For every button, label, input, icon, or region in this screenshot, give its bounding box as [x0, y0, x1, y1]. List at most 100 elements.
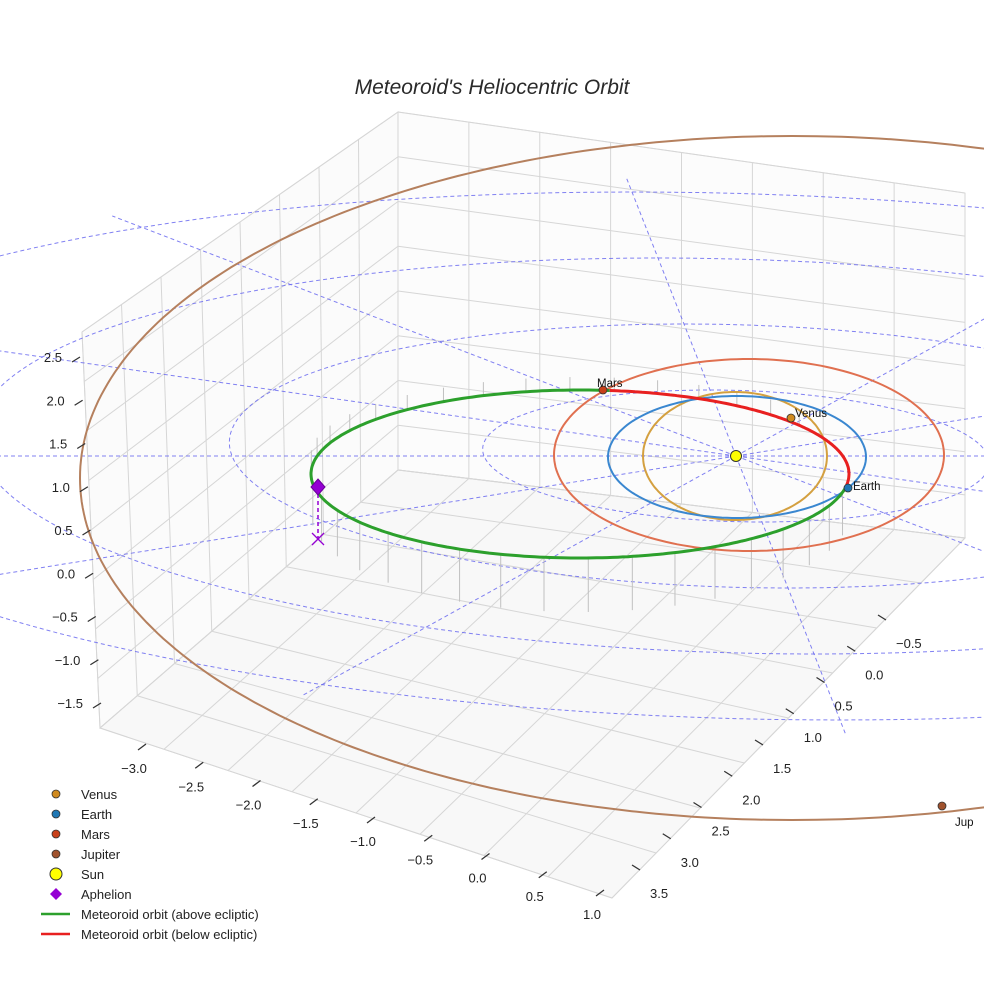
legend-label: Mars: [81, 827, 110, 842]
axis-ticks: 2.5 2.0 1.5 1.0 0.5 0.0 −0.5 −1.0 −1.5 −3.0 −2.5 −2…: [44, 350, 922, 922]
legend-label: Meteoroid orbit (above ecliptic): [81, 907, 259, 922]
y-tick-label: 3.0: [681, 855, 699, 870]
y-tick: [816, 676, 825, 684]
ecliptic-spoke: [735, 455, 846, 734]
x-tick-label: 0.5: [526, 889, 544, 904]
gridline: [397, 469, 966, 539]
x-tick-label: −2.5: [178, 779, 204, 794]
sun-marker: [730, 450, 742, 462]
z-tick: [90, 659, 99, 666]
z-tick-label: −1.0: [55, 653, 81, 668]
z-tick-label: 0.0: [57, 566, 75, 581]
y-tick: [846, 645, 856, 652]
y-tick-label: 0.0: [865, 667, 883, 682]
z-tick: [76, 442, 86, 450]
legend-marker: [50, 888, 62, 900]
legend-marker: [51, 789, 61, 799]
ecliptic-spoke: [626, 178, 737, 457]
legend-marker: [51, 829, 61, 839]
planet-orbits: [78, 134, 984, 822]
z-tick: [84, 572, 94, 579]
legend-label: Sun: [81, 867, 104, 882]
gridline: [397, 245, 966, 323]
gridline: [397, 156, 966, 237]
meteoroid-orbit-below: [609, 389, 851, 489]
z-tick-label: 2.5: [44, 350, 62, 365]
planet-marker-mars: [598, 385, 608, 395]
z-tick: [74, 399, 83, 406]
ecliptic-spoke: [0, 350, 737, 457]
x-tick-label: 1.0: [583, 907, 601, 922]
z-tick: [79, 486, 89, 493]
z-tick: [87, 615, 97, 623]
meteoroid-orbit-above: [309, 388, 847, 560]
axis-gridlines: [81, 111, 966, 899]
legend-label: Earth: [81, 807, 112, 822]
gridline: [483, 520, 824, 856]
legend-marker: [49, 867, 63, 881]
x-tick: [137, 743, 147, 751]
x-tick-label: −1.5: [293, 816, 319, 831]
gridline: [397, 290, 966, 366]
legend-label: Jupiter: [81, 847, 121, 862]
z-tick-label: −0.5: [52, 610, 78, 625]
ecliptic-spoke: [735, 455, 984, 492]
y-tick: [754, 739, 764, 746]
y-tick: [693, 801, 702, 809]
y-tick: [877, 614, 887, 621]
ecliptic-spoke: [0, 455, 737, 575]
gridline: [323, 534, 877, 629]
ecliptic-ring: [482, 389, 984, 523]
ecliptic-spoke: [112, 215, 737, 457]
z-tick-label: −1.5: [57, 696, 83, 711]
planet-marker-earth: [843, 483, 853, 493]
x-tick: [423, 834, 433, 842]
legend-label: Aphelion: [81, 887, 132, 902]
x-tick: [194, 761, 204, 769]
x-tick: [309, 798, 319, 806]
ecliptic-grid: [0, 178, 984, 734]
gridline: [279, 194, 287, 567]
x-tick: [252, 779, 261, 788]
gridline: [88, 245, 399, 481]
planet-label-mars: Mars: [597, 378, 623, 390]
z-tick-label: 0.5: [54, 523, 72, 538]
gridline: [318, 166, 324, 535]
x-tick: [366, 816, 376, 824]
legend-marker: [51, 809, 61, 819]
aphelion-projection-marker: [311, 532, 325, 546]
legend-label: Venus: [81, 787, 118, 802]
orbit-mars: [552, 358, 945, 552]
x-tick-label: −0.5: [407, 852, 433, 867]
planet-marker-jupiter: [937, 801, 947, 811]
planet-marker-venus: [786, 413, 796, 423]
planet-label-jupiter: Jup: [955, 817, 974, 829]
x-tick-label: −3.0: [121, 761, 147, 776]
ecliptic-spoke: [735, 318, 984, 457]
orbit-height-stems: [310, 377, 844, 612]
ecliptic-spoke: [301, 455, 737, 697]
x-tick: [481, 852, 490, 861]
legend: Venus Earth Mars Jupiter Sun Aphelion Meteoroi…: [41, 787, 259, 942]
y-tick: [662, 833, 672, 840]
x-tick-label: −1.0: [350, 834, 376, 849]
y-tick-label: 2.5: [712, 824, 730, 839]
body-markers: Venus Earth Mars Jup: [310, 378, 974, 829]
y-tick: [785, 708, 795, 715]
z-tick-label: 2.0: [47, 393, 65, 408]
x-tick-label: 0.0: [468, 871, 486, 886]
legend-marker: [51, 849, 61, 859]
y-tick: [723, 770, 733, 777]
ecliptic-ring: [228, 323, 984, 589]
y-tick-label: −0.5: [896, 636, 922, 651]
y-tick-label: 0.5: [835, 699, 853, 714]
planet-label-venus: Venus: [795, 408, 827, 420]
y-tick-label: 2.0: [742, 792, 760, 807]
aphelion-marker: [310, 478, 326, 496]
z-tick: [71, 356, 81, 363]
gridline: [419, 512, 753, 835]
planet-label-earth: Earth: [853, 481, 881, 493]
gridline: [360, 501, 921, 584]
chart-title: Meteoroid's Heliocentric Orbit: [355, 76, 631, 99]
y-tick-label: 1.0: [804, 730, 822, 745]
